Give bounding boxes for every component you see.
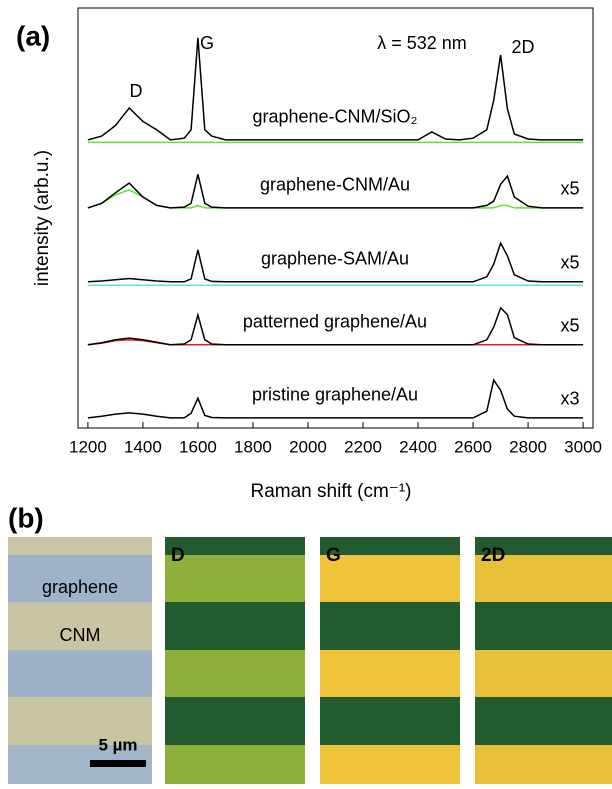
map-stripe — [165, 555, 305, 602]
x-tick-label: 1600 — [179, 437, 217, 456]
photo-stripe — [8, 697, 152, 745]
map-stripe — [165, 537, 305, 555]
map-stripe — [475, 697, 612, 745]
scale-factor: x5 — [560, 253, 579, 273]
map-stripe — [165, 602, 305, 650]
panel-label: (a) — [16, 20, 50, 51]
map-stripe — [475, 745, 612, 784]
panel-label: (b) — [8, 502, 44, 533]
map-label: G — [326, 545, 341, 566]
x-tick-label: 3000 — [564, 437, 602, 456]
x-tick-label: 1400 — [124, 437, 162, 456]
spectrum — [87, 174, 584, 209]
x-tick-label: 2200 — [344, 437, 382, 456]
map-stripe — [475, 650, 612, 697]
peak-label: λ = 532 nm — [377, 33, 467, 53]
map-stripe — [320, 537, 460, 555]
photo-label: graphene — [42, 577, 118, 597]
spectrum — [87, 241, 584, 283]
map-stripe — [320, 697, 460, 745]
peak-label: 2D — [511, 37, 534, 57]
map-stripe — [165, 697, 305, 745]
map-stripe — [475, 602, 612, 650]
map-stripe — [320, 602, 460, 650]
map-stripe — [475, 555, 612, 602]
map-label: D — [171, 545, 185, 566]
map-stripe — [475, 537, 612, 555]
map-stripe — [165, 745, 305, 784]
sample-label: graphene-SAM/Au — [261, 249, 409, 269]
x-tick-label: 2400 — [399, 437, 437, 456]
map-stripe — [165, 650, 305, 697]
scale-factor: x5 — [560, 316, 579, 336]
spectrum — [87, 378, 584, 419]
map-label: 2D — [481, 545, 505, 566]
plot-frame — [77, 7, 594, 429]
peak-label: D — [130, 81, 143, 101]
x-tick-label: 2000 — [289, 437, 327, 456]
photo-stripe — [8, 555, 152, 602]
scale-factor: x5 — [560, 179, 579, 199]
x-tick-label: 2800 — [509, 437, 547, 456]
photo-stripe — [8, 650, 152, 697]
scale-factor: x3 — [560, 389, 579, 409]
scale-bar-label: 5 µm — [98, 735, 137, 754]
x-tick-label: 1200 — [69, 437, 107, 456]
spectrum — [87, 306, 584, 346]
map-stripe — [320, 555, 460, 602]
sample-label: graphene-CNM/SiO₂ — [252, 107, 417, 127]
photo-label: CNM — [60, 625, 101, 645]
sample-label: pristine graphene/Au — [252, 385, 418, 405]
panel-b: graphene CNM 5 µm D G 2D — [8, 537, 612, 784]
photo-stripe — [8, 602, 152, 650]
peak-label: G — [200, 33, 214, 53]
sample-label: patterned graphene/Au — [243, 312, 427, 332]
x-tick-label: 2600 — [454, 437, 492, 456]
y-axis-label: intensity (arb.u.) — [32, 150, 53, 286]
x-tick-label: 1800 — [234, 437, 272, 456]
map-stripe — [320, 745, 460, 784]
map-stripe — [320, 650, 460, 697]
spectrum — [87, 37, 584, 141]
x-axis-label: Raman shift (cm⁻¹) — [251, 481, 412, 502]
photo-stripe — [8, 537, 152, 555]
scale-bar — [90, 760, 146, 767]
sample-label: graphene-CNM/Au — [260, 175, 410, 195]
